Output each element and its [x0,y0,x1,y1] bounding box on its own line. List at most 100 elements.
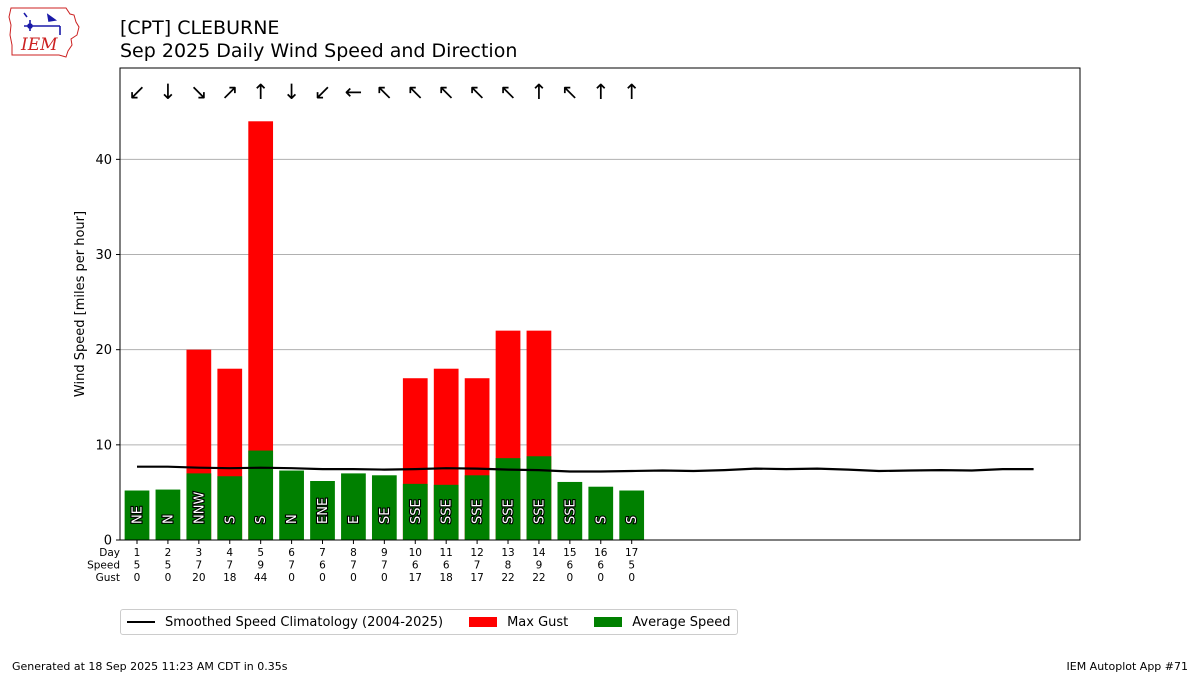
x-tick-gust: 0 [288,572,295,584]
x-tick-gust: 0 [350,572,357,584]
x-row-label: Speed [87,560,120,572]
climatology-layer [137,465,1034,473]
x-tick-gust: 20 [192,572,205,584]
average-speed-bar [526,456,552,540]
x-tick-day: 1 [134,547,141,559]
legend-item-average: Average Speed [594,614,731,630]
direction-label: SE [378,508,393,524]
x-tick-speed: 5 [628,560,635,572]
direction-label: SSE [440,499,455,524]
wind-arrow: ↖ [561,80,579,104]
x-tick-speed: 6 [319,560,326,572]
average-speed-bar [557,481,583,540]
average-speed-bar [217,476,243,540]
average-speed-bar [124,490,150,540]
x-tick-speed: 7 [350,560,357,572]
direction-label: S [254,516,269,524]
x-tick-gust: 0 [567,572,574,584]
direction-label: NNW [192,492,207,524]
x-tick-speed: 7 [288,560,295,572]
x-tick-day: 3 [195,547,202,559]
direction-label: SSE [409,499,424,524]
x-tick-speed: 8 [505,560,512,572]
wind-arrow: ↑ [252,80,270,104]
wind-arrow: ↙ [314,80,332,104]
x-tick-gust: 18 [223,572,236,584]
average-speed-bar [279,470,304,540]
x-tick-speed: 7 [381,560,388,572]
average-speed-bar [495,458,521,540]
average-speed-bar [402,483,428,540]
wind-arrow: ↖ [437,80,455,104]
x-tick-day: 13 [501,547,514,559]
legend-label-average: Average Speed [632,614,731,630]
legend-label-climatology: Smoothed Speed Climatology (2004-2025) [165,614,444,630]
legend-average-swatch [594,617,623,627]
direction-label: NE [131,506,146,524]
direction-label: SSE [532,499,547,524]
x-row-label: Day [99,547,120,559]
y-axis-label: Wind Speed [miles per hour] [73,211,88,397]
climatology-line [137,465,1034,473]
direction-label: SSE [563,499,578,524]
x-tick-speed: 9 [536,560,543,572]
average-speed-bar [310,481,335,540]
x-tick-gust: 0 [134,572,141,584]
legend-label-gust: Max Gust [507,614,569,630]
wind-arrow: ↑ [530,80,548,104]
x-tick-gust: 0 [381,572,388,584]
direction-labels: NE N NNW S S N ENE E SE SSE SSE SSE SSE SSE SSE S S [129,490,641,525]
x-tick-gust: 0 [165,572,172,584]
bars [124,121,645,541]
iowa-outline-icon [8,7,80,58]
wind-arrow: ↙ [128,80,146,104]
wind-arrow: ← [345,80,363,104]
footer-generated-text: Generated at 18 Sep 2025 11:23 AM CDT in… [12,660,288,673]
x-tick-speed: 5 [134,560,141,572]
wind-arrow: ↖ [376,80,394,104]
x-tick-day: 4 [226,547,233,559]
x-tick-day: 9 [381,547,388,559]
average-speed-bar [186,473,212,540]
x-tick-day: 7 [319,547,326,559]
x-tick-gust: 18 [439,572,452,584]
wind-arrow: ↖ [406,80,424,104]
x-tick-day: 8 [350,547,357,559]
plot-frame [119,67,1081,541]
x-tick-gust: 17 [409,572,422,584]
x-tick-speed: 9 [257,560,264,572]
x-tick-gust: 44 [254,572,268,584]
x-tick-gust: 0 [597,572,604,584]
wind-arrow: ↓ [283,80,301,104]
average-speed-bar [619,490,645,540]
x-tick-gust: 17 [470,572,483,584]
direction-label: SSE [471,499,486,524]
x-tick-speed: 6 [412,560,419,572]
average-speed-bar [464,475,490,540]
x-tick-gust: 22 [501,572,514,584]
wind-chart: NE N NNW S S N ENE E SE SSE SSE SSE SSE SSE SSE S S ↙ ↓ ↘ ↗… [73,67,1081,584]
y-tick-label: 20 [95,343,112,358]
wind-arrow: ↘ [190,80,208,104]
x-tick-day: 15 [563,547,576,559]
iem-logo-text: IEM [20,35,58,55]
legend-gust-swatch [469,617,498,627]
direction-label: SSE [502,499,517,524]
x-tick-day: 11 [439,547,452,559]
weather-instrument-icon [23,12,61,35]
wind-arrows: ↙ ↓ ↘ ↗ ↑ ↓ ↙ ← ↖ ↖ ↖ ↖ ↖ ↑ ↖ ↑ ↑ [128,80,640,104]
x-tick-gust: 0 [628,572,635,584]
x-tick-gust: 0 [319,572,326,584]
chart-title-station: [CPT] CLEBURNE [120,17,280,39]
x-tick-day: 6 [288,547,295,559]
gridlines [120,158,1080,446]
x-tick-day: 17 [625,547,638,559]
direction-label: ENE [316,498,331,524]
average-speed-bar [588,486,614,540]
x-tick-day: 10 [409,547,422,559]
wind-arrow: ↖ [499,80,517,104]
iem-logo: IEM [8,7,80,58]
y-tick-label: 10 [95,438,112,453]
x-tick-speed: 7 [195,560,202,572]
x-tick-day: 16 [594,547,608,559]
